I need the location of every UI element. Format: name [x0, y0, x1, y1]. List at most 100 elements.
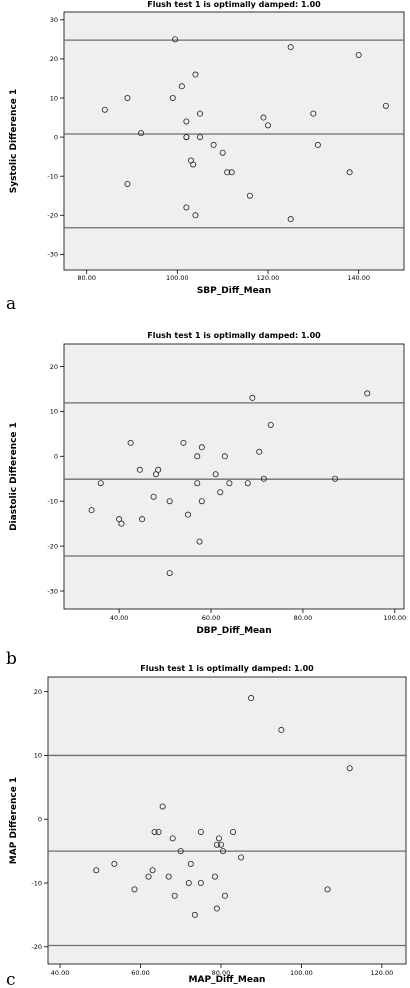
- data-point: [346, 169, 353, 176]
- data-point: [169, 835, 176, 842]
- data-point: [138, 130, 145, 137]
- data-point: [244, 480, 251, 487]
- data-point: [346, 765, 353, 772]
- data-point: [197, 828, 204, 835]
- y-tick-label: -10: [31, 879, 42, 887]
- data-point: [228, 169, 235, 176]
- panel-label: c: [6, 970, 16, 988]
- data-point: [219, 848, 226, 855]
- data-point: [192, 71, 199, 78]
- y-tick-label: -20: [47, 542, 58, 550]
- data-point: [196, 538, 203, 545]
- data-point: [260, 475, 267, 482]
- y-tick-label: -30: [47, 251, 58, 259]
- data-point: [196, 134, 203, 141]
- data-point: [180, 439, 187, 446]
- plot-area: [47, 676, 407, 965]
- data-point: [127, 439, 134, 446]
- y-tick-label: -30: [47, 587, 58, 595]
- y-tick-label: 10: [50, 408, 58, 416]
- data-point: [230, 828, 237, 835]
- data-point: [332, 475, 339, 482]
- data-point: [260, 114, 267, 121]
- x-tick-label: 40.00: [110, 614, 129, 622]
- data-point: [221, 892, 228, 899]
- data-point: [187, 860, 194, 867]
- data-point: [124, 95, 131, 102]
- data-point: [190, 161, 197, 168]
- x-tick-label: 80.00: [77, 274, 96, 282]
- x-axis-label: SBP_Diff_Mean: [197, 286, 271, 296]
- plot-area: [63, 343, 405, 610]
- data-point: [155, 828, 162, 835]
- y-axis-label: Diastolic Difference 1: [9, 422, 19, 531]
- chart-title: Flush test 1 is optimally damped: 1.00: [140, 664, 314, 673]
- x-tick-label: 80.00: [212, 969, 231, 977]
- data-point: [159, 803, 166, 810]
- y-axis-label: Systolic Difference 1: [9, 89, 19, 194]
- data-point: [211, 873, 218, 880]
- data-point: [183, 134, 190, 141]
- data-point: [213, 841, 220, 848]
- data-point: [278, 726, 285, 733]
- x-tick-label: 120.00: [257, 274, 280, 282]
- data-point: [217, 841, 224, 848]
- data-point: [151, 828, 158, 835]
- data-point: [196, 110, 203, 117]
- data-point: [324, 886, 331, 893]
- panel-label: a: [6, 294, 16, 314]
- data-point: [191, 911, 198, 918]
- data-point: [145, 873, 152, 880]
- data-point: [217, 489, 224, 496]
- data-point: [166, 498, 173, 505]
- data-point: [287, 216, 294, 223]
- y-tick-label: 0: [38, 816, 42, 824]
- data-point: [185, 880, 192, 887]
- x-tick-label: 120.00: [370, 969, 393, 977]
- data-point: [226, 480, 233, 487]
- data-point: [219, 149, 226, 156]
- data-point: [194, 453, 201, 460]
- chart-title: Flush test 1 is optimally damped: 1.00: [147, 331, 321, 340]
- data-point: [177, 848, 184, 855]
- data-point: [314, 141, 321, 148]
- y-tick-label: 10: [50, 94, 58, 102]
- data-point: [198, 498, 205, 505]
- x-axis-label: DBP_Diff_Mean: [196, 626, 271, 636]
- x-tick-label: 100.00: [166, 274, 189, 282]
- x-tick-label: 100.00: [290, 969, 313, 977]
- data-point: [224, 169, 231, 176]
- data-point: [183, 118, 190, 125]
- x-tick-label: 80.00: [294, 614, 313, 622]
- data-point: [221, 453, 228, 460]
- data-point: [111, 860, 118, 867]
- data-point: [364, 390, 371, 397]
- y-tick-label: -10: [47, 172, 58, 180]
- y-axis-label: MAP Difference 1: [9, 777, 19, 864]
- data-point: [88, 507, 95, 514]
- data-point: [169, 95, 176, 102]
- data-point: [149, 867, 156, 874]
- y-tick-label: -20: [31, 943, 42, 951]
- data-point: [131, 886, 138, 893]
- data-point: [150, 493, 157, 500]
- x-tick-label: 140.00: [347, 274, 370, 282]
- data-point: [139, 516, 146, 523]
- y-tick-label: -10: [47, 498, 58, 506]
- data-point: [178, 83, 185, 90]
- chart-title: Flush test 1 is optimally damped: 1.00: [147, 0, 321, 9]
- data-point: [97, 480, 104, 487]
- data-point: [310, 110, 317, 117]
- data-point: [267, 421, 274, 428]
- data-point: [172, 36, 179, 43]
- data-point: [355, 52, 362, 59]
- data-point: [197, 880, 204, 887]
- data-point: [183, 204, 190, 211]
- data-point: [238, 854, 245, 861]
- data-point: [213, 905, 220, 912]
- data-point: [198, 444, 205, 451]
- x-tick-label: 60.00: [131, 969, 150, 977]
- data-point: [192, 212, 199, 219]
- data-point: [264, 122, 271, 129]
- y-tick-label: 10: [34, 752, 42, 760]
